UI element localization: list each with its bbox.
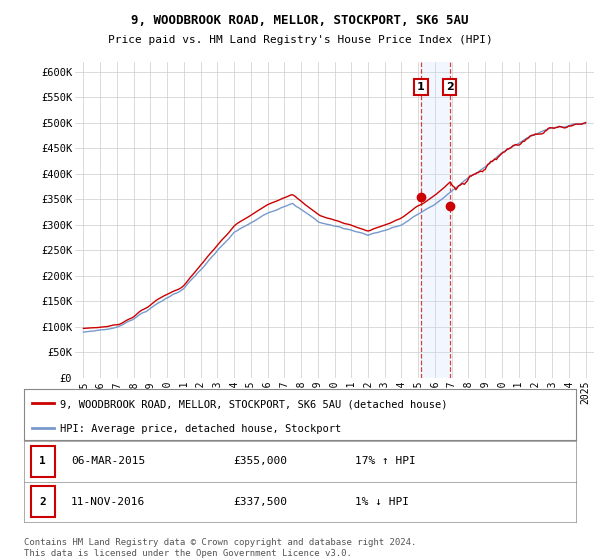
Text: £355,000: £355,000 [234,456,288,466]
Text: 1% ↓ HPI: 1% ↓ HPI [355,497,409,507]
Bar [421,62,449,378]
Text: 11-NOV-2016: 11-NOV-2016 [71,497,145,507]
Text: 2: 2 [40,497,46,507]
Text: HPI: Average price, detached house, Stockport: HPI: Average price, detached house, Stoc… [60,423,341,433]
Text: Contains HM Land Registry data © Crown copyright and database right 2024.
This d: Contains HM Land Registry data © Crown c… [24,538,416,558]
FancyBboxPatch shape [31,487,55,517]
Text: 17% ↑ HPI: 17% ↑ HPI [355,456,416,466]
Text: 2: 2 [446,82,454,92]
Text: 06-MAR-2015: 06-MAR-2015 [71,456,145,466]
Text: Price paid vs. HM Land Registry's House Price Index (HPI): Price paid vs. HM Land Registry's House … [107,35,493,45]
Text: 1: 1 [40,456,46,466]
Text: £337,500: £337,500 [234,497,288,507]
Text: 1: 1 [417,82,425,92]
FancyBboxPatch shape [31,446,55,477]
Text: 9, WOODBROOK ROAD, MELLOR, STOCKPORT, SK6 5AU (detached house): 9, WOODBROOK ROAD, MELLOR, STOCKPORT, SK… [60,399,448,409]
Text: 9, WOODBROOK ROAD, MELLOR, STOCKPORT, SK6 5AU: 9, WOODBROOK ROAD, MELLOR, STOCKPORT, SK… [131,14,469,27]
